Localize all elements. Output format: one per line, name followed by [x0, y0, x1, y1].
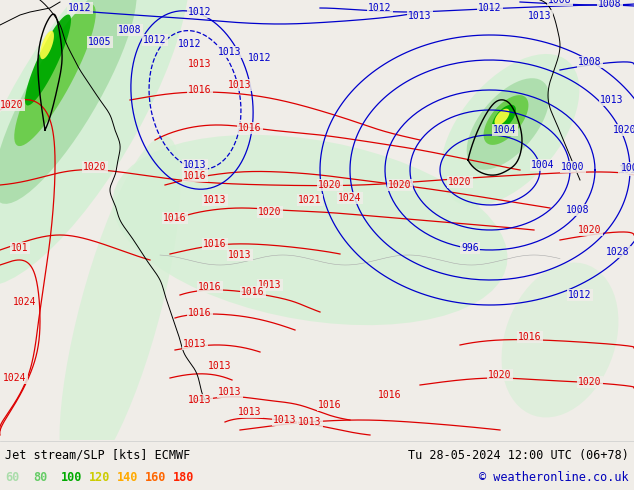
Text: 1004: 1004 [493, 125, 517, 135]
Text: 1016: 1016 [378, 390, 402, 400]
Polygon shape [492, 105, 516, 131]
Text: 1020: 1020 [578, 225, 602, 235]
Text: 1012: 1012 [568, 290, 592, 300]
Text: 1016: 1016 [188, 85, 212, 95]
Text: 60: 60 [5, 470, 19, 484]
Text: 1008: 1008 [578, 57, 602, 67]
Text: 1016: 1016 [238, 123, 262, 133]
Text: 1016: 1016 [242, 287, 265, 297]
Polygon shape [0, 0, 137, 204]
Text: 1004: 1004 [531, 160, 555, 170]
Text: 1020: 1020 [388, 180, 411, 190]
Text: 1020: 1020 [83, 162, 107, 172]
Polygon shape [441, 54, 579, 206]
Polygon shape [495, 109, 510, 125]
Text: 120: 120 [89, 470, 110, 484]
Polygon shape [25, 15, 71, 105]
Text: 101: 101 [11, 243, 29, 253]
Text: 1000: 1000 [561, 162, 585, 172]
Polygon shape [467, 78, 549, 170]
Text: 1013: 1013 [183, 160, 207, 170]
Text: 1012: 1012 [188, 7, 212, 17]
Polygon shape [60, 136, 181, 484]
Text: 1016: 1016 [163, 213, 187, 223]
Polygon shape [0, 0, 190, 286]
Polygon shape [501, 263, 618, 417]
Text: 1013: 1013 [204, 195, 227, 205]
Text: 1005: 1005 [88, 37, 112, 47]
Polygon shape [15, 4, 96, 146]
Text: 1012: 1012 [178, 39, 202, 49]
Text: © weatheronline.co.uk: © weatheronline.co.uk [479, 470, 629, 484]
Polygon shape [40, 31, 54, 59]
Text: 1016: 1016 [198, 282, 222, 292]
Text: 1013: 1013 [228, 80, 252, 90]
Text: 1012: 1012 [478, 3, 501, 13]
Text: 996: 996 [461, 243, 479, 253]
Text: 1020: 1020 [448, 177, 472, 187]
Text: 1013: 1013 [273, 415, 297, 425]
Text: 1013: 1013 [208, 361, 232, 371]
Text: 1020: 1020 [613, 125, 634, 135]
Text: 1008: 1008 [548, 0, 572, 5]
Text: 1016: 1016 [318, 400, 342, 410]
Text: 1013: 1013 [183, 339, 207, 349]
Text: 80: 80 [33, 470, 48, 484]
Text: 1008: 1008 [566, 205, 590, 215]
Text: 1012: 1012 [368, 3, 392, 13]
Text: 140: 140 [117, 470, 138, 484]
Text: 1024: 1024 [3, 373, 27, 383]
Text: 1008: 1008 [119, 25, 142, 35]
Text: 1020: 1020 [318, 180, 342, 190]
Text: 1016: 1016 [188, 308, 212, 318]
Text: 1013: 1013 [218, 47, 242, 57]
Text: 1012: 1012 [249, 53, 272, 63]
Text: 180: 180 [173, 470, 195, 484]
Text: 100: 100 [61, 470, 82, 484]
Text: 1008: 1008 [621, 163, 634, 173]
Text: 1013: 1013 [298, 417, 321, 427]
Text: 1013: 1013 [408, 11, 432, 21]
Text: 1013: 1013 [258, 280, 281, 290]
Text: 1012: 1012 [68, 3, 92, 13]
Text: 1013: 1013 [218, 387, 242, 397]
Text: 1013: 1013 [188, 59, 212, 69]
Text: 1013: 1013 [228, 250, 252, 260]
Text: 1020: 1020 [488, 370, 512, 380]
Text: 1016: 1016 [183, 171, 207, 181]
Text: 1020: 1020 [258, 207, 281, 217]
Text: 1028: 1028 [606, 247, 630, 257]
Text: 1008: 1008 [598, 0, 622, 9]
Text: 1021: 1021 [298, 195, 321, 205]
Text: 1012: 1012 [143, 35, 167, 45]
Text: 1013: 1013 [188, 395, 212, 405]
Polygon shape [484, 95, 528, 145]
Text: 1016: 1016 [518, 332, 541, 342]
Polygon shape [112, 135, 507, 325]
Text: 1020: 1020 [0, 100, 23, 110]
Text: 1024: 1024 [339, 193, 362, 203]
Text: 1013: 1013 [238, 407, 262, 417]
Text: 1024: 1024 [13, 297, 37, 307]
Text: 1016: 1016 [204, 239, 227, 249]
Text: Jet stream/SLP [kts] ECMWF: Jet stream/SLP [kts] ECMWF [5, 448, 190, 462]
Text: 1013: 1013 [600, 95, 624, 105]
Text: 101: 101 [619, 165, 634, 175]
Text: 1020: 1020 [578, 377, 602, 387]
Text: 160: 160 [145, 470, 166, 484]
Text: 1013: 1013 [528, 11, 552, 21]
Text: Tu 28-05-2024 12:00 UTC (06+78): Tu 28-05-2024 12:00 UTC (06+78) [408, 448, 629, 462]
